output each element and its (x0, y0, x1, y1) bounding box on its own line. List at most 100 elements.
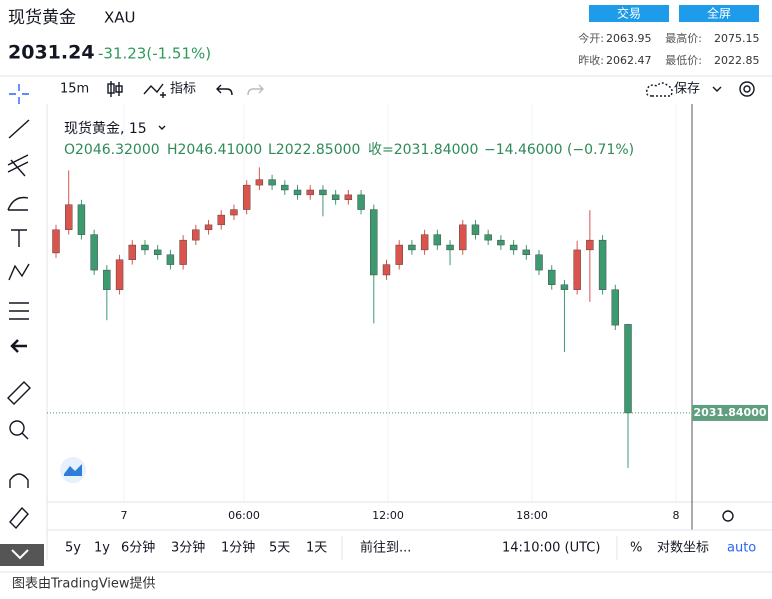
candle-body (153, 249, 162, 256)
candle-body (357, 194, 365, 210)
stat-value: 2062.47 (606, 54, 652, 67)
chart-title: 现货黄金, 15 (64, 120, 147, 137)
candle-body (204, 224, 213, 230)
ohlc-legend: O2046.32000 H2046.41000 L2022.85000 收=2031.… (64, 142, 634, 158)
log-toggle[interactable]: 对数坐标 (657, 541, 709, 556)
auto-toggle[interactable]: auto (727, 541, 756, 556)
text-tool[interactable] (11, 229, 27, 247)
candle-body (179, 239, 187, 265)
range-button[interactable]: 3分钟 (171, 540, 205, 556)
clock: 14:10:00 (UTC) (502, 541, 600, 556)
candle-body (395, 244, 403, 265)
stat-label: 今开: (578, 31, 604, 45)
instrument-name: 现货黄金 (8, 8, 76, 28)
candle-body (586, 239, 594, 251)
pattern-tool[interactable] (8, 263, 30, 281)
candle-body (255, 179, 264, 186)
candle-body (471, 224, 480, 235)
candle-body (509, 244, 518, 251)
left-toolbar (7, 84, 31, 530)
candle-body (624, 324, 632, 414)
fullscreen-button[interactable] (679, 5, 759, 22)
indicators[interactable]: 指标 (170, 82, 196, 97)
last-price-tag (692, 404, 768, 421)
candle-body (420, 234, 429, 251)
range-button[interactable]: 5天 (269, 541, 290, 556)
range-button[interactable]: 1天 (306, 541, 327, 556)
candle-body (293, 189, 302, 196)
ohlc-value: 收=2031.84000 (368, 142, 478, 158)
candles (52, 167, 632, 468)
candle-body (115, 259, 124, 290)
range-button[interactable]: 6分钟 (121, 540, 155, 556)
candle-body (408, 244, 416, 251)
stat-value: 2075.15 (714, 32, 760, 45)
candle-body (217, 214, 225, 226)
candle-body (141, 244, 149, 251)
candle-body (242, 184, 251, 210)
fullscreen-label[interactable]: 全屏 (707, 6, 731, 21)
redo-icon[interactable] (247, 84, 264, 96)
range-button[interactable]: 5y (65, 541, 81, 556)
candle-body (611, 289, 619, 326)
undo-icon[interactable] (216, 84, 233, 96)
interval[interactable]: 15m (60, 82, 89, 97)
lock-tool[interactable] (9, 506, 29, 530)
ruler-tool[interactable] (7, 381, 31, 405)
fib-tool[interactable] (7, 154, 29, 177)
line-tool[interactable] (8, 119, 30, 139)
candle-body (166, 254, 175, 265)
candle-body (560, 284, 569, 290)
candle-body (192, 229, 200, 241)
candle-body (319, 189, 327, 196)
trade-label[interactable]: 交易 (617, 6, 641, 21)
measure-group-tool[interactable] (9, 302, 29, 320)
time-label: 12:00 (372, 509, 404, 522)
settings-icon[interactable] (739, 81, 755, 97)
footer: 图表由TradingView提供 (12, 576, 156, 592)
ohlc-value: H2046.41000 (167, 142, 262, 158)
candle-body (65, 204, 73, 230)
candle-body (598, 239, 607, 290)
save[interactable]: 保存 (674, 82, 700, 97)
goto[interactable]: 前往到... (360, 540, 411, 556)
candle-body (306, 189, 314, 196)
collapse-icon (11, 549, 29, 560)
percent-toggle[interactable]: % (630, 541, 642, 556)
ohlc-value: −14.46000 (−0.71%) (484, 142, 634, 158)
axis-settings[interactable] (722, 510, 734, 522)
range-buttons: 5y 1y 6分钟 3分钟 1分钟 5天 1天 (65, 540, 327, 556)
range-button[interactable]: 1分钟 (221, 540, 255, 556)
tv-logo-mark (64, 464, 82, 476)
candle-body (331, 194, 340, 200)
ohlc-value: O2046.32000 (64, 142, 160, 158)
magnet-tool[interactable] (9, 473, 29, 488)
candle-icon[interactable] (107, 81, 123, 97)
time-label: 7 (121, 509, 128, 522)
candle-body (548, 269, 556, 285)
candle-body (344, 194, 353, 200)
trade-button[interactable] (589, 5, 669, 22)
cloud-icon[interactable] (645, 82, 673, 97)
brush-tool[interactable] (7, 196, 29, 211)
candle-body (446, 244, 454, 251)
indicator-icon[interactable] (143, 83, 166, 98)
candle-body (77, 204, 86, 235)
last-price-label: 2031.84000 (693, 406, 766, 419)
time-label: 06:00 (228, 509, 260, 522)
back-tool[interactable] (10, 339, 27, 353)
stat-label: 最低价: (665, 54, 702, 67)
crosshair-tool[interactable] (9, 84, 29, 104)
title-dropdown[interactable] (158, 125, 166, 130)
candle-body (535, 254, 543, 271)
candle-body (573, 249, 581, 290)
candle-body (370, 209, 378, 276)
zoom-tool[interactable] (9, 420, 25, 436)
dropdown-icon[interactable] (712, 86, 722, 92)
candle-body (484, 234, 492, 241)
candle-body (433, 234, 442, 246)
range-button[interactable]: 1y (94, 541, 110, 556)
candle-body (268, 179, 276, 186)
candle-body (52, 229, 60, 254)
